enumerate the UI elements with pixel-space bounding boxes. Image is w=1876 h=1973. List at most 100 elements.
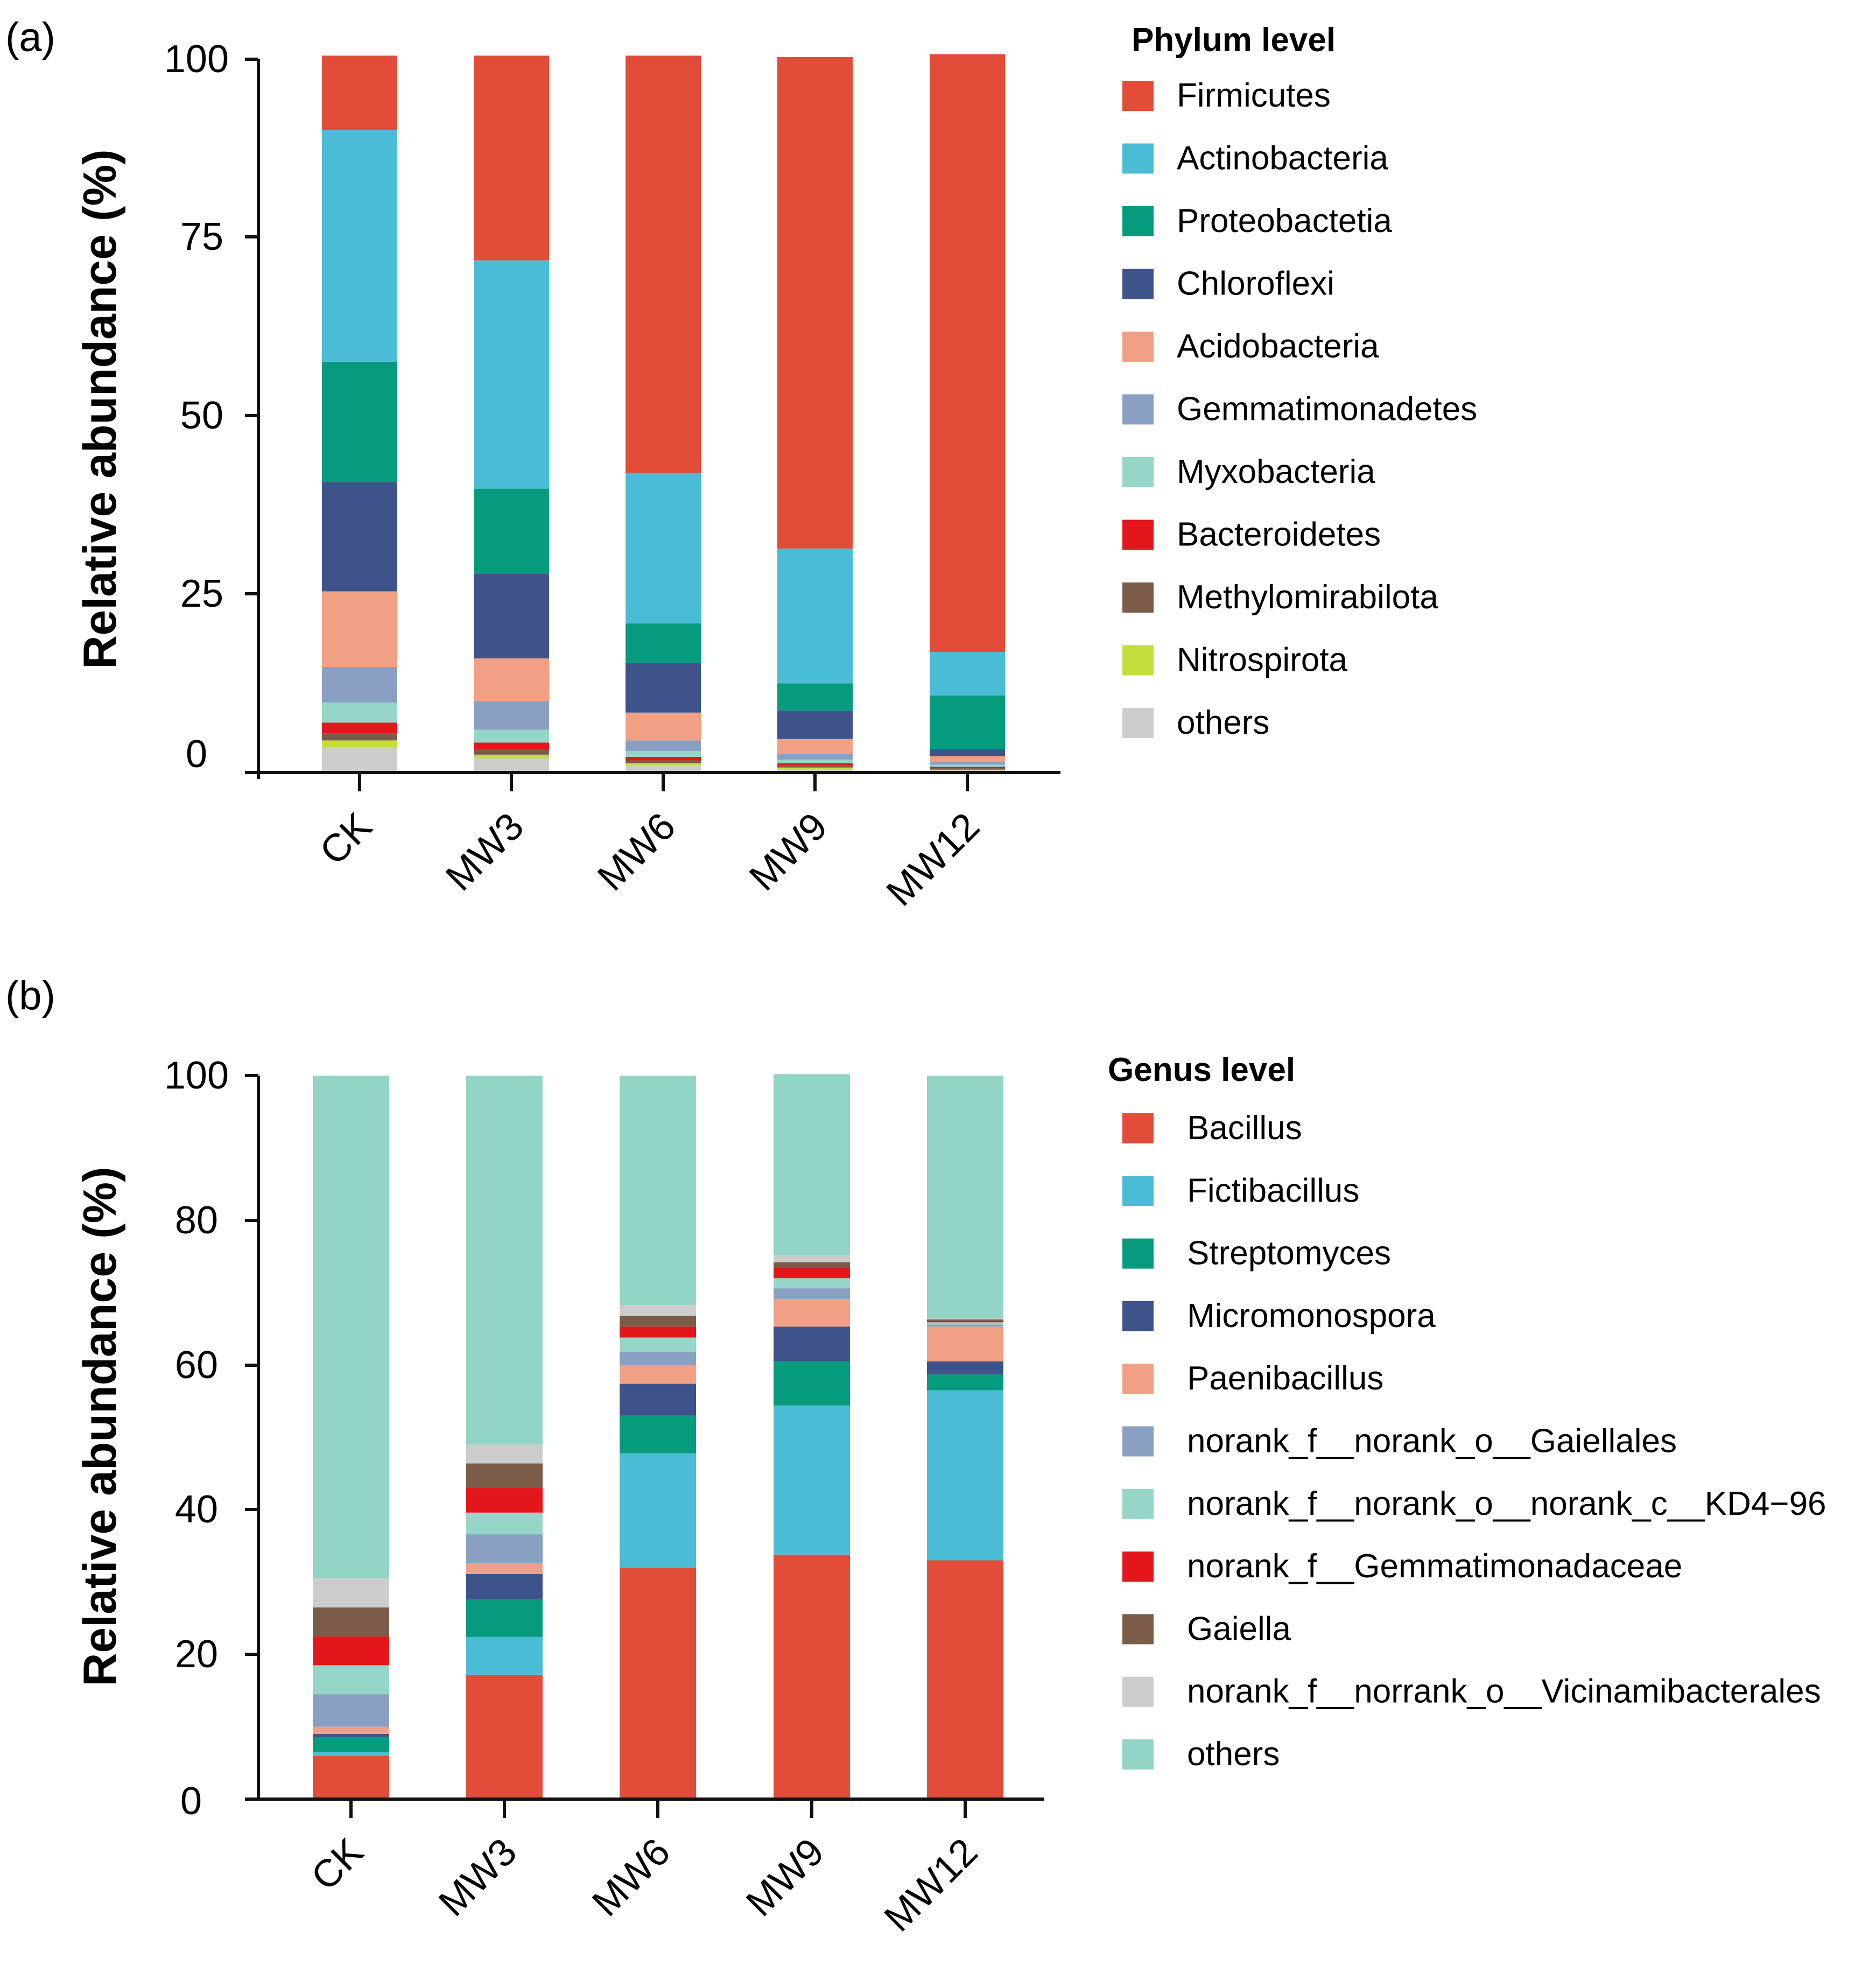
bar-segment-mw9-10 (774, 1074, 850, 1255)
bar-segment-mw6-0 (626, 765, 701, 773)
bar-segment-mw6-0 (620, 1567, 696, 1799)
bar-segment-mw3-6 (474, 658, 549, 701)
panel-a-y-ticks: 0 25 50 75 100 (164, 38, 258, 776)
bar-segment-mw3-5 (474, 701, 549, 730)
legend-swatch (1122, 332, 1154, 362)
bar-segment-mw12-4 (930, 764, 1005, 767)
bar-segment-mw9-6 (774, 1278, 850, 1289)
y-tick-label: 25 (180, 572, 223, 615)
bar-segment-mw3-8 (466, 1463, 543, 1488)
legend-swatch (1122, 143, 1154, 174)
legend-swatch (1122, 1488, 1154, 1519)
bar-segment-mw12-5 (930, 762, 1005, 765)
legend-swatch (1122, 645, 1154, 676)
bar-segment-ck-1 (322, 740, 397, 748)
bar-segment-mw6-9 (620, 1305, 696, 1316)
legend-label: Chloroflexi (1177, 265, 1334, 303)
bar-segment-ck-1 (313, 1752, 389, 1756)
bar-segment-ck-8 (322, 361, 397, 482)
legend-swatch (1122, 582, 1154, 613)
bar-segment-ck-7 (313, 1636, 389, 1666)
bar-segment-mw6-8 (626, 623, 701, 663)
bar-segment-mw3-0 (474, 758, 549, 773)
legend-label: Bacteroidetes (1177, 516, 1381, 553)
bar-segment-ck-4 (322, 703, 397, 723)
bar-segment-mw9-4 (777, 760, 853, 763)
bar-segment-mw9-9 (777, 548, 853, 684)
bar-segment-ck-5 (322, 666, 397, 703)
bar-segment-mw3-10 (474, 55, 549, 261)
bar-segment-mw9-9 (774, 1255, 850, 1262)
legend-swatch (1122, 708, 1154, 738)
bar-segment-mw6-7 (620, 1326, 696, 1338)
legend-swatch (1122, 394, 1154, 425)
bar-segment-mw9-7 (777, 710, 853, 739)
panel-b: (b) Relative abundance (%) 0 20 40 60 80… (5, 973, 1826, 1940)
bar-segment-mw12-10 (930, 54, 1005, 652)
x-category-label: MW3 (438, 805, 532, 899)
bar-segment-ck-10 (322, 55, 397, 130)
legend-swatch (1122, 206, 1154, 236)
bar-segment-mw3-5 (466, 1534, 543, 1563)
x-category-label: MW9 (738, 1830, 832, 1925)
legend-label: Streptomyces (1187, 1235, 1391, 1272)
bar-segment-mw9-2 (777, 765, 853, 768)
bar-segment-ck-3 (313, 1734, 389, 1738)
legend-items: Bacillus Fictibacillus Streptomyces Micromo… (1122, 1110, 1826, 1773)
legend-swatch (1122, 1364, 1154, 1394)
legend-label: others (1177, 704, 1269, 741)
bar-segment-mw6-3 (620, 1384, 696, 1416)
legend-items: Firmicutes Actinobacteria Proteobactetia Ch… (1122, 77, 1477, 741)
bar-segment-mw6-7 (626, 662, 701, 713)
bar-segment-mw12-1 (927, 1390, 1003, 1561)
bar-segment-mw9-8 (777, 683, 853, 711)
y-tick-label: 50 (180, 394, 223, 437)
bar-segment-ck-8 (313, 1607, 389, 1637)
panel-b-y-ticks: 0 20 40 60 80 100 (164, 1054, 258, 1823)
bar-segment-mw12-8 (930, 695, 1005, 749)
bar-segment-mw6-3 (626, 756, 701, 761)
y-tick-label: 100 (164, 38, 229, 81)
legend-label: Actinobacteria (1177, 140, 1388, 177)
legend-title: Phylum level (1132, 22, 1336, 59)
bar-segment-mw12-7 (930, 749, 1005, 756)
legend-label: Myxobacteria (1177, 453, 1375, 490)
bar-segment-mw6-2 (620, 1415, 696, 1454)
panel-a: (a) Relative abundance (%) 0 25 50 75 10… (5, 15, 1477, 914)
panel-b-legend: Genus level Bacillus Fictibacillus Strepto… (1108, 1051, 1826, 1773)
legend-swatch (1122, 1176, 1154, 1206)
legend-label: Bacillus (1187, 1110, 1302, 1147)
bar-segment-mw3-3 (474, 742, 549, 750)
x-category-label: MW9 (741, 805, 835, 899)
legend-swatch (1122, 1551, 1154, 1582)
bar-segment-mw12-8 (927, 1319, 1003, 1321)
legend-label: Fictibacillus (1187, 1172, 1359, 1209)
bar-segment-mw9-10 (777, 57, 853, 549)
legend-label: Methylomirabilota (1177, 579, 1438, 616)
bar-segment-mw6-4 (620, 1365, 696, 1384)
bar-segment-mw6-8 (620, 1316, 696, 1327)
panel-b-label: (b) (5, 973, 55, 1019)
bar-segment-mw12-2 (927, 1374, 1003, 1391)
bar-segment-ck-4 (313, 1726, 389, 1735)
bar-segment-ck-5 (313, 1694, 389, 1727)
panel-b-y-axis-title: Relative abundance (%) (74, 1167, 126, 1686)
legend-label: Firmicutes (1177, 77, 1331, 114)
bar-segment-mw12-9 (930, 652, 1005, 696)
bar-segment-mw9-5 (774, 1288, 850, 1300)
bar-segment-mw3-8 (474, 488, 549, 574)
legend-label: Proteobactetia (1177, 202, 1392, 240)
bar-segment-mw6-10 (626, 55, 701, 473)
legend-label: norank_f__norank_o__Gaiellales (1187, 1423, 1677, 1460)
legend-swatch (1122, 1739, 1154, 1770)
legend-swatch (1122, 269, 1154, 299)
bar-segment-mw12-2 (930, 768, 1005, 770)
bar-segment-mw3-7 (474, 573, 549, 658)
bar-segment-ck-10 (313, 1076, 389, 1579)
bar-segment-mw9-5 (777, 754, 853, 760)
bar-segment-ck-2 (313, 1737, 389, 1752)
bar-segment-mw6-9 (626, 473, 701, 624)
x-category-label: MW12 (876, 1830, 986, 1940)
legend-label: Nitrospirota (1177, 642, 1348, 679)
y-tick-label: 75 (180, 215, 223, 258)
